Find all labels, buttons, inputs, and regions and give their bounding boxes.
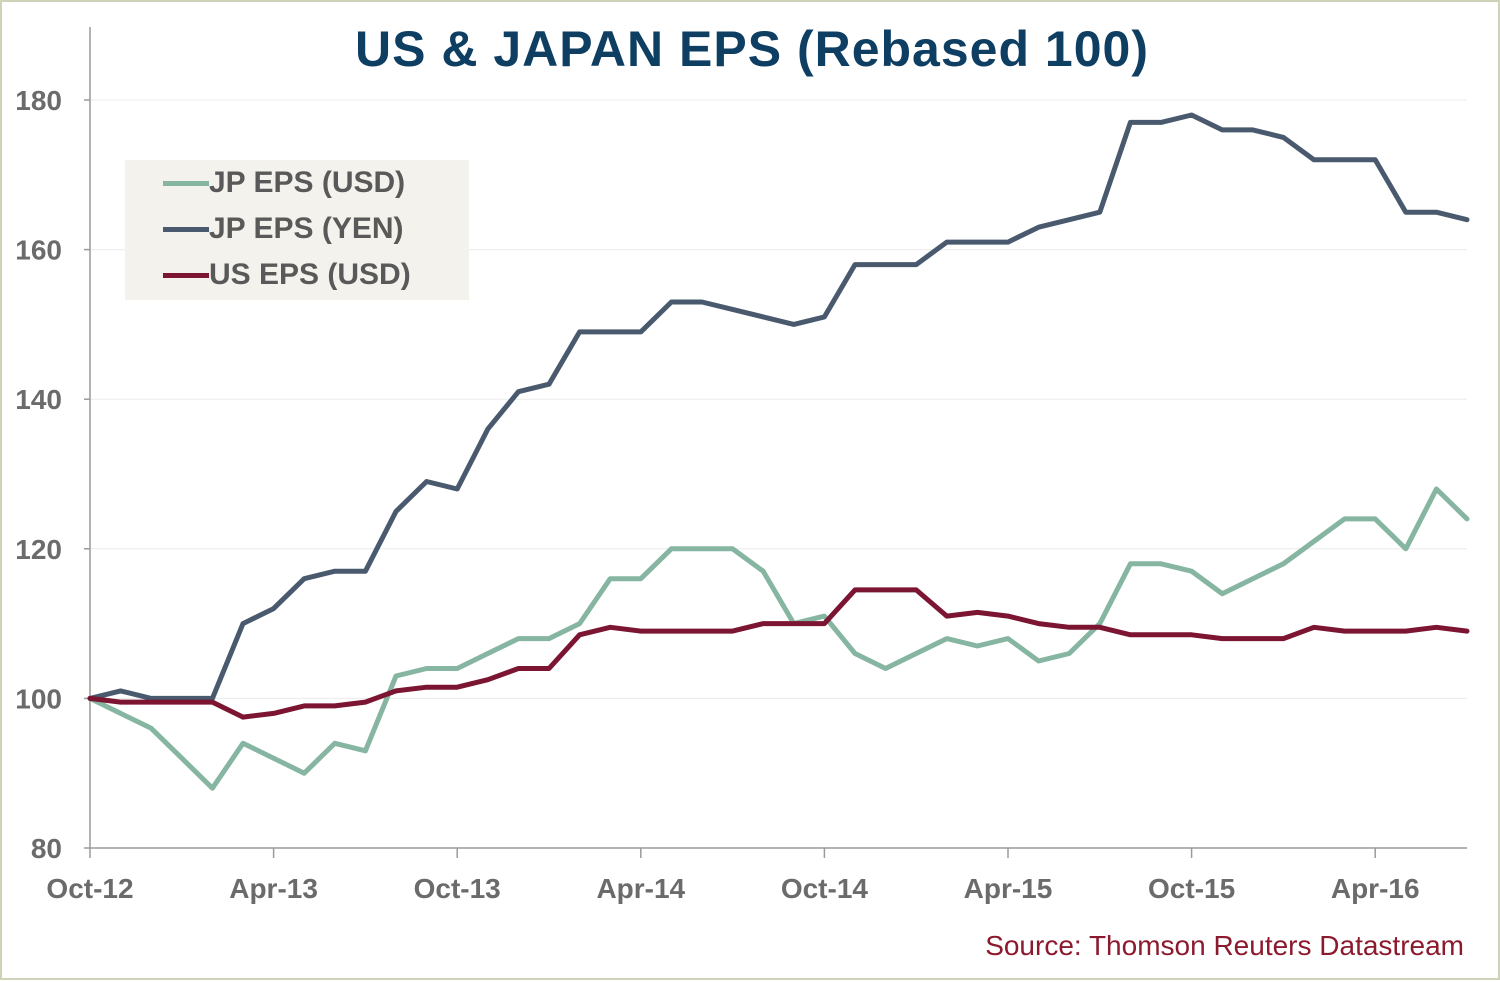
y-tick-label-100: 100 (15, 683, 62, 714)
legend-swatch-us-eps-usd (163, 272, 209, 278)
y-tick-label-160: 160 (15, 235, 62, 266)
legend-item-us-eps-usd: US EPS (USD) (163, 255, 411, 295)
x-tick-label-oct-14: Oct-14 (781, 873, 869, 904)
legend-swatch-jp-eps-yen (163, 226, 209, 232)
legend-label-us-eps-usd: US EPS (USD) (209, 258, 411, 291)
x-tick-label-apr-14: Apr-14 (596, 873, 685, 904)
axes: 80 100 120 140 160 180 Oct-12 Apr-13 Oct-13 Apr-1… (15, 27, 1467, 904)
x-tick-label-oct-12: Oct-12 (46, 873, 133, 904)
x-tick-label-oct-15: Oct-15 (1148, 873, 1235, 904)
x-tick-label-apr-13: Apr-13 (229, 873, 318, 904)
source-note: Source: Thomson Reuters Datastream (985, 930, 1464, 961)
legend: JP EPS (USD) JP EPS (YEN) US EPS (USD) (125, 160, 469, 300)
x-tick-label-apr-16: Apr-16 (1331, 873, 1420, 904)
y-tick-label-180: 180 (15, 85, 62, 116)
legend-item-jp-eps-yen: JP EPS (YEN) (163, 209, 404, 249)
series-line-jp-eps-usd (87, 486, 1470, 791)
chart-title: US & JAPAN EPS (Rebased 100) (355, 21, 1149, 77)
series-lines (87, 112, 1470, 791)
y-tick-label-120: 120 (15, 534, 62, 565)
legend-label-jp-eps-yen: JP EPS (YEN) (209, 212, 404, 245)
series-line-us-eps-usd (87, 587, 1470, 720)
x-tick-label-apr-15: Apr-15 (964, 873, 1053, 904)
y-tick-label-80: 80 (31, 833, 62, 864)
legend-item-jp-eps-usd: JP EPS (USD) (163, 163, 405, 203)
legend-swatch-jp-eps-usd (163, 180, 209, 186)
legend-label-jp-eps-usd: JP EPS (USD) (209, 166, 406, 199)
x-tick-label-oct-13: Oct-13 (414, 873, 501, 904)
series-line-jp-eps-yen (87, 112, 1470, 701)
y-tick-label-140: 140 (15, 384, 62, 415)
